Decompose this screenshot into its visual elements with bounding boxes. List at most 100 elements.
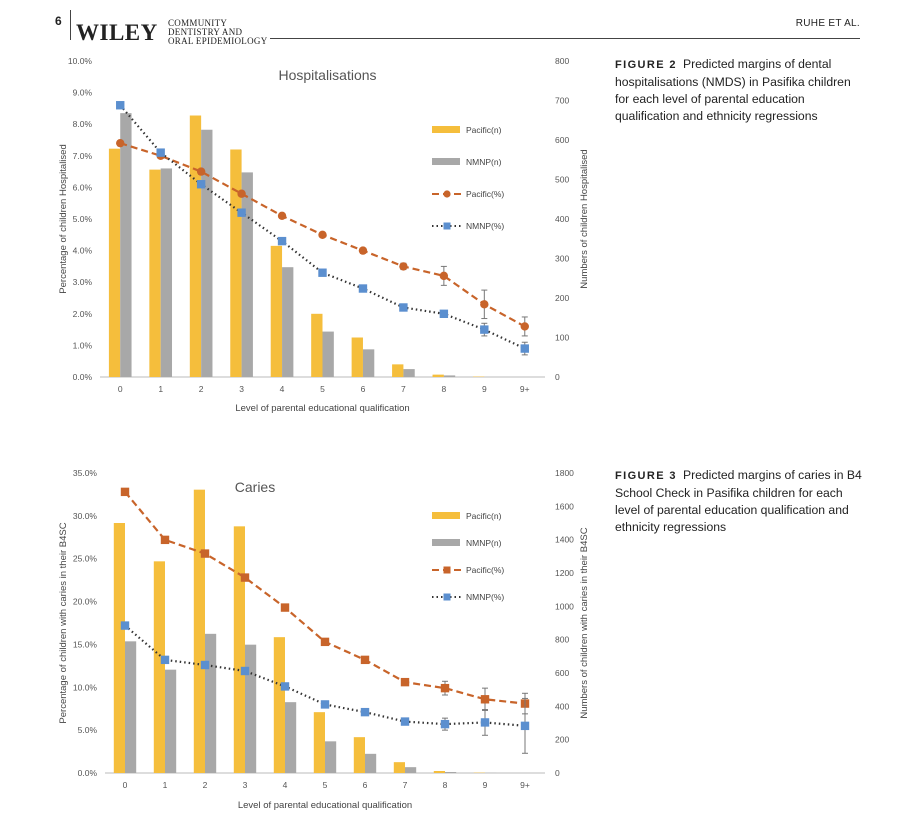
legend-marker — [443, 190, 451, 198]
bar — [193, 489, 205, 773]
data-point — [520, 322, 529, 331]
data-point — [440, 719, 450, 729]
data-point — [196, 180, 206, 189]
bar — [432, 374, 444, 377]
data-point — [277, 236, 287, 246]
y2-tick-label: 600 — [555, 668, 569, 678]
legend-label: NMNP(%) — [466, 221, 504, 231]
running-head: RUHE ET AL. — [795, 18, 860, 29]
y-tick-label: 30.0% — [73, 511, 98, 521]
x-tick-label: 1 — [158, 384, 163, 394]
data-point — [358, 284, 368, 293]
x-tick-label: 1 — [163, 780, 168, 790]
x-tick-label: 5 — [320, 384, 325, 394]
y-tick-label: 6.0% — [73, 182, 93, 192]
legend-marker — [443, 566, 451, 574]
x-tick-label: 7 — [401, 384, 406, 394]
series-line — [124, 491, 526, 705]
journal-line: DENTISTRY AND — [168, 27, 243, 37]
x-tick-label: 3 — [243, 780, 248, 790]
bar — [149, 169, 161, 377]
bar — [362, 349, 375, 377]
bar — [325, 741, 337, 773]
data-point — [320, 637, 330, 647]
bar — [311, 313, 323, 377]
bar — [160, 168, 173, 377]
data-point — [320, 700, 330, 709]
data-point — [116, 138, 125, 148]
figure-label: FIGURE 2 — [615, 59, 677, 71]
data-point — [318, 268, 327, 277]
data-point — [280, 603, 290, 612]
data-point — [360, 707, 370, 717]
data-point — [160, 535, 170, 545]
data-point — [120, 487, 130, 497]
data-point — [399, 303, 408, 312]
figure-caption-text: Predicted margins of dental hospitalisat… — [615, 57, 851, 123]
bar — [230, 149, 242, 377]
legend-label: Pacific(%) — [466, 189, 504, 199]
data-point — [439, 271, 449, 281]
x-tick-label: 6 — [361, 384, 366, 394]
legend-swatch — [432, 126, 460, 133]
bar — [153, 561, 165, 773]
y2-tick-label: 0 — [555, 372, 560, 382]
data-point — [400, 677, 410, 687]
x-tick-label: 9 — [482, 384, 487, 394]
y2-tick-label: 1000 — [555, 601, 574, 611]
data-point — [116, 101, 125, 110]
data-point — [520, 721, 530, 731]
journal-line: COMMUNITY — [168, 18, 228, 28]
x-tick-label: 5 — [323, 780, 328, 790]
journal-logo: COMMUNITY DENTISTRY AND ORAL EPIDEMIOLOG… — [168, 19, 268, 46]
y2-tick-label: 1200 — [555, 568, 574, 578]
bar — [120, 113, 132, 377]
y2-tick-label: 1400 — [555, 535, 574, 545]
y-tick-label: 15.0% — [73, 639, 98, 649]
y-tick-label: 2.0% — [73, 309, 93, 319]
x-tick-label: 2 — [199, 384, 204, 394]
x-axis-label: Level of parental educational qualificat… — [235, 403, 409, 414]
bar — [125, 641, 137, 773]
bar — [433, 771, 445, 773]
bar — [201, 129, 213, 377]
x-tick-label: 9 — [483, 780, 488, 790]
legend-label: NMNP(n) — [466, 538, 502, 548]
y-axis-label: Percentage of children Hospitalised — [58, 144, 69, 293]
x-tick-label: 8 — [441, 384, 446, 394]
legend-label: Pacific(n) — [466, 125, 502, 135]
legend-swatch — [432, 512, 460, 519]
data-point — [480, 300, 489, 309]
data-point — [240, 573, 250, 582]
bar — [393, 762, 405, 773]
y-tick-label: 0.0% — [73, 372, 93, 382]
figure-3-caption: FIGURE 3 Predicted margins of caries in B… — [615, 467, 865, 536]
y2-tick-label: 1800 — [555, 468, 574, 478]
data-point — [277, 211, 287, 221]
y-tick-label: 9.0% — [73, 88, 93, 98]
y2-tick-label: 500 — [555, 175, 569, 185]
legend-swatch — [432, 539, 460, 546]
series-line — [119, 104, 526, 350]
data-point — [120, 621, 130, 630]
x-tick-label: 9+ — [520, 384, 530, 394]
y-tick-label: 7.0% — [73, 151, 93, 161]
x-tick-label: 6 — [363, 780, 368, 790]
x-tick-label: 4 — [283, 780, 288, 790]
data-point — [439, 309, 449, 318]
bar — [270, 245, 283, 377]
legend-marker — [443, 222, 451, 230]
y2-tick-label: 700 — [555, 96, 569, 106]
bar — [113, 523, 125, 773]
x-axis-label: Level of parental educational qualificat… — [238, 800, 412, 811]
bar — [403, 369, 415, 377]
y2-tick-label: 800 — [555, 635, 569, 645]
legend-label: Pacific(%) — [466, 565, 504, 575]
legend-label: Pacific(n) — [466, 511, 502, 521]
bar — [351, 337, 363, 377]
bar — [233, 526, 245, 773]
y2-tick-label: 100 — [555, 333, 569, 343]
y2-axis-label: Numbers of children Hospitalised — [579, 149, 590, 288]
page-header: 6 WILEY COMMUNITY DENTISTRY AND ORAL EPI… — [0, 0, 906, 50]
data-point — [440, 683, 450, 693]
